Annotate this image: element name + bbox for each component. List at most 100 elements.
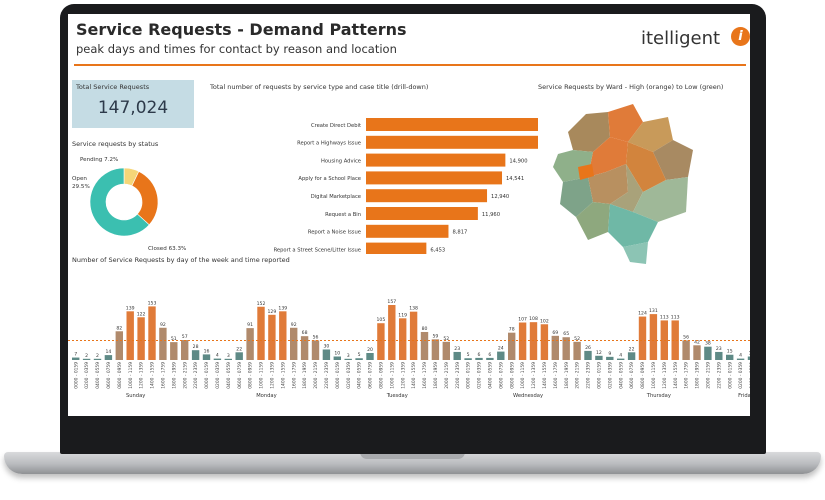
time-slot-bar[interactable] xyxy=(257,306,265,360)
time-slot-bar[interactable] xyxy=(540,324,549,360)
time-slot-bar[interactable] xyxy=(606,356,614,360)
laptop-base xyxy=(4,452,821,474)
time-slot-bar[interactable] xyxy=(747,356,750,360)
time-slot-bar[interactable] xyxy=(366,352,374,360)
time-slot-bar[interactable] xyxy=(170,342,178,360)
map-title: Service Requests by Ward - High (orange)… xyxy=(538,83,724,91)
time-slot-label: 0600 - 0759 xyxy=(368,362,374,389)
time-slot-bar[interactable] xyxy=(693,345,701,360)
time-slot-bar[interactable] xyxy=(736,358,745,360)
time-slot-bar[interactable] xyxy=(344,358,352,360)
time-slot-bar[interactable] xyxy=(726,354,734,360)
time-slot-bar[interactable] xyxy=(508,332,516,360)
time-slot-bar[interactable] xyxy=(246,328,254,360)
time-slot-label: 1600 - 1759 xyxy=(553,362,559,389)
time-slot-bar[interactable] xyxy=(682,340,690,360)
time-slot-bar[interactable] xyxy=(82,358,91,360)
time-slot-bar[interactable] xyxy=(126,311,134,360)
time-slot-bar[interactable] xyxy=(529,322,538,360)
time-slot-bar[interactable] xyxy=(486,357,494,360)
time-slot-bar[interactable] xyxy=(268,314,276,360)
time-slot-bar[interactable] xyxy=(562,337,570,360)
time-slot-bar[interactable] xyxy=(518,322,527,360)
time-slot-bar[interactable] xyxy=(137,317,145,360)
ward-region xyxy=(610,164,643,212)
time-slot-bar[interactable] xyxy=(333,356,341,360)
time-slot-bar[interactable] xyxy=(290,327,298,360)
time-slot-label: 1600 - 1759 xyxy=(422,362,428,389)
service-type-bar-chart[interactable]: Create Direct Debit21,596Report a Highwa… xyxy=(208,94,538,254)
weekly-chart-title: Number of Service Requests by day of the… xyxy=(72,256,290,264)
time-slot-bar[interactable] xyxy=(311,340,320,360)
time-slot-bar[interactable] xyxy=(355,358,363,360)
time-slot-bar[interactable] xyxy=(279,311,287,360)
time-slot-bar[interactable] xyxy=(431,339,440,360)
time-slot-value: 68 xyxy=(302,330,308,336)
time-slot-label: 2000 - 2159 xyxy=(575,362,581,389)
time-slot-bar[interactable] xyxy=(213,358,222,360)
time-slot-label: 1600 - 1759 xyxy=(291,362,297,389)
time-slot-bar[interactable] xyxy=(627,352,636,360)
time-slot-bar[interactable] xyxy=(704,346,712,360)
time-slot-bar[interactable] xyxy=(464,358,472,360)
time-slot-bar[interactable] xyxy=(300,336,309,360)
service-bar[interactable] xyxy=(366,135,538,149)
time-slot-bar[interactable] xyxy=(388,305,396,360)
service-bar-label: Housing Advice xyxy=(321,158,361,164)
time-slot-bar[interactable] xyxy=(453,351,461,360)
time-slot-bar[interactable] xyxy=(181,340,189,360)
time-slot-bar[interactable] xyxy=(159,327,167,360)
time-slot-bar[interactable] xyxy=(399,318,407,360)
time-slot-bar[interactable] xyxy=(497,351,505,360)
service-bar[interactable] xyxy=(366,224,449,238)
time-slot-bar[interactable] xyxy=(638,316,647,360)
weekly-time-bar-chart[interactable]: 7 0000 - 0159 2 0200 - 0359 2 0400 - 0559 14 06… xyxy=(68,268,750,403)
time-slot-bar[interactable] xyxy=(551,335,559,360)
service-bar[interactable] xyxy=(366,118,538,131)
time-slot-bar[interactable] xyxy=(715,351,723,360)
kpi-card-total-requests[interactable]: Total Service Requests 147,024 xyxy=(72,80,194,128)
time-slot-bar[interactable] xyxy=(72,357,80,360)
day-label: Monday xyxy=(256,393,276,399)
time-slot-bar[interactable] xyxy=(649,314,658,360)
time-slot-label: 1200 - 1359 xyxy=(531,362,537,389)
service-bar[interactable] xyxy=(366,207,478,220)
service-bar[interactable] xyxy=(366,242,427,254)
time-slot-bar[interactable] xyxy=(475,357,483,360)
time-slot-bar[interactable] xyxy=(224,358,232,360)
status-donut-chart[interactable]: Pending 7.2% Open 29.5% Closed 63.3% xyxy=(72,150,202,250)
ward-region xyxy=(653,140,693,180)
time-slot-bar[interactable] xyxy=(148,306,156,360)
time-slot-bar[interactable] xyxy=(442,341,450,360)
time-slot-value: 82 xyxy=(116,325,122,331)
time-slot-bar[interactable] xyxy=(202,354,211,360)
time-slot-bar[interactable] xyxy=(235,352,243,360)
time-slot-bar[interactable] xyxy=(115,331,123,360)
time-slot-bar[interactable] xyxy=(104,355,113,360)
time-slot-bar[interactable] xyxy=(671,320,679,360)
time-slot-bar[interactable] xyxy=(191,350,200,360)
time-slot-value: 10 xyxy=(749,350,750,356)
time-slot-value: 59 xyxy=(432,333,438,339)
time-slot-bar[interactable] xyxy=(322,349,331,360)
ward-choropleth-map[interactable] xyxy=(548,92,698,267)
donut-slice-closed[interactable] xyxy=(89,167,150,237)
time-slot-value: 108 xyxy=(529,316,538,322)
time-slot-bar[interactable] xyxy=(595,355,603,360)
time-slot-bar[interactable] xyxy=(93,358,102,360)
service-bar[interactable] xyxy=(366,153,506,167)
time-slot-value: 113 xyxy=(671,314,680,320)
time-slot-value: 138 xyxy=(409,306,418,312)
time-slot-bar[interactable] xyxy=(584,350,592,360)
time-slot-bar[interactable] xyxy=(409,311,418,360)
time-slot-label: 2000 - 2159 xyxy=(706,362,712,389)
time-slot-value: 23 xyxy=(454,346,460,352)
time-slot-bar[interactable] xyxy=(573,341,581,360)
time-slot-bar[interactable] xyxy=(420,331,429,360)
service-bar[interactable] xyxy=(366,189,488,203)
time-slot-bar[interactable] xyxy=(377,323,385,360)
time-slot-value: 65 xyxy=(563,331,569,337)
time-slot-bar[interactable] xyxy=(617,358,625,360)
service-bar[interactable] xyxy=(366,171,503,185)
time-slot-value: 3 xyxy=(347,353,350,359)
